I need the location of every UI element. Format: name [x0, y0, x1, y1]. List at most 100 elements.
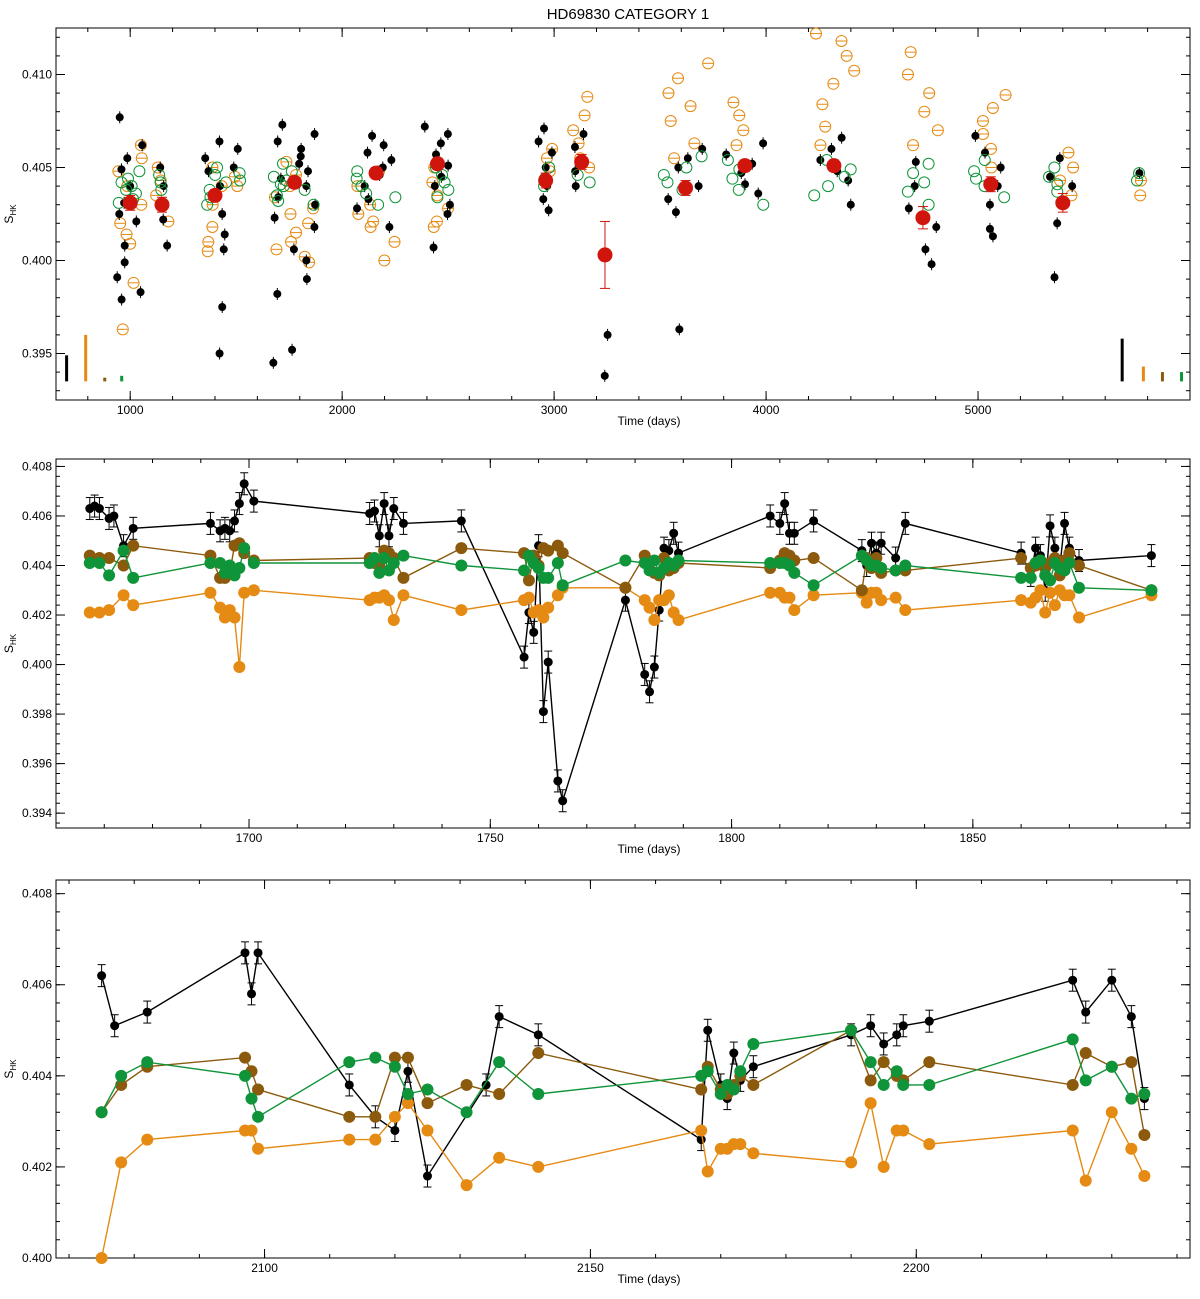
black-data-point: [249, 496, 259, 506]
orange-data-point: [522, 591, 535, 604]
black-point: [1055, 154, 1064, 163]
orange-open-point: [904, 46, 917, 59]
red-seasonal-mean: [574, 154, 590, 170]
green-open-point: [298, 183, 311, 196]
x-tick-label: 2200: [903, 1261, 930, 1275]
black-point: [571, 182, 580, 191]
orange-data-point: [388, 1110, 401, 1123]
black-point: [1068, 182, 1077, 191]
red-seasonal-mean: [154, 197, 170, 213]
black-data-point: [703, 1025, 713, 1035]
black-point: [156, 163, 165, 172]
black-data-point: [1050, 543, 1060, 553]
black-point: [123, 154, 132, 163]
black-data-point: [390, 1125, 400, 1135]
orange-open-point: [835, 35, 848, 48]
black-point: [443, 130, 452, 139]
black-data-point: [519, 652, 529, 662]
black-point: [360, 182, 369, 191]
orange-data-point: [127, 599, 140, 612]
orange-data-point: [648, 613, 661, 626]
orange-data-point: [95, 1252, 108, 1264]
brown-data-point: [877, 1056, 890, 1069]
y-tick-label: 0.410: [22, 68, 52, 82]
brown-data-point: [493, 1088, 506, 1101]
orange-open-point: [284, 208, 297, 220]
y-tick-label: 0.400: [22, 254, 52, 268]
green-open-point: [721, 154, 734, 167]
x-tick-label: 2000: [329, 403, 356, 417]
y-axis-label-main: S: [2, 645, 16, 653]
black-point: [311, 200, 320, 209]
black-data-point: [205, 518, 215, 528]
black-data-point: [558, 796, 568, 806]
green-data-point: [1044, 574, 1057, 587]
black-data-point: [898, 1021, 908, 1031]
black-data-point: [645, 687, 655, 697]
brown-data-point: [252, 1083, 265, 1096]
black-point: [379, 141, 388, 150]
orange-open-point: [733, 109, 746, 122]
orange-open-point: [1062, 146, 1075, 159]
black-point: [136, 288, 145, 297]
black-data-point: [239, 479, 249, 489]
black-data-point: [748, 1062, 758, 1072]
orange-open-point: [270, 243, 283, 256]
brown-data-point: [747, 1078, 760, 1091]
figure-title: HD69830 CATEGORY 1: [547, 6, 710, 23]
green-open-point: [133, 165, 146, 178]
orange-data-point: [864, 1097, 877, 1110]
green-data-point: [1138, 1088, 1151, 1101]
brown-data-point: [460, 1078, 473, 1091]
orange-data-point: [245, 1124, 258, 1137]
black-point: [544, 206, 553, 215]
green-open-point: [822, 180, 835, 193]
black-data-point: [230, 516, 240, 526]
y-tick-label: 0.394: [22, 806, 52, 820]
green-open-point: [844, 163, 857, 176]
green-open-point: [907, 167, 920, 180]
green-data-point: [788, 566, 801, 579]
black-data-point: [481, 1080, 491, 1090]
orange-open-point: [848, 64, 861, 77]
orange-data-point: [247, 584, 260, 597]
brown-data-point: [103, 552, 116, 565]
green-data-point: [493, 1056, 506, 1069]
black-point: [759, 139, 768, 148]
green-data-point: [672, 554, 685, 567]
green-open-point: [201, 198, 214, 211]
green-open-point: [1043, 170, 1056, 183]
brown-data-point: [369, 1110, 382, 1123]
red-seasonal-mean: [286, 174, 302, 190]
orange-open-point: [427, 221, 440, 234]
orange-open-point: [581, 90, 594, 103]
green-data-point: [556, 579, 569, 592]
black-point: [115, 210, 124, 218]
black-point: [302, 256, 311, 265]
black-point: [910, 182, 919, 191]
x-tick-label: 1700: [236, 831, 263, 845]
brown-data-point: [401, 1051, 414, 1064]
orange-open-point: [702, 57, 715, 70]
black-point: [988, 232, 997, 241]
green-data-point: [551, 557, 564, 570]
orange-data-point: [233, 661, 246, 674]
green-open-point: [431, 191, 444, 204]
black-data-point: [379, 499, 389, 509]
green-open-point: [270, 189, 283, 202]
orange-open-point: [127, 276, 140, 289]
red-seasonal-mean: [678, 180, 694, 196]
green-data-point: [643, 564, 656, 577]
y-axis-label-main: S: [2, 216, 16, 224]
green-data-point: [93, 557, 106, 570]
x-tick-label: 1850: [959, 831, 986, 845]
green-data-point: [103, 569, 116, 582]
orange-data-point: [204, 586, 217, 599]
orange-data-point: [1063, 589, 1076, 602]
black-point: [387, 156, 396, 165]
black-point: [664, 195, 673, 204]
green-open-point: [209, 168, 222, 181]
green-data-point: [532, 1088, 545, 1101]
green-data-point: [845, 1024, 858, 1037]
orange-data-point: [897, 1124, 910, 1137]
